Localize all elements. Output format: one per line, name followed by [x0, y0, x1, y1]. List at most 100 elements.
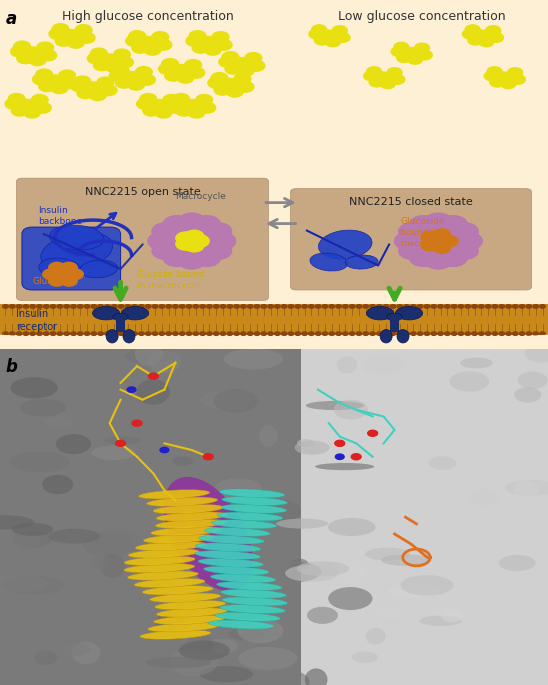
Circle shape [67, 269, 83, 279]
Circle shape [29, 55, 46, 66]
Circle shape [499, 305, 505, 308]
Circle shape [203, 453, 213, 460]
Circle shape [397, 53, 412, 62]
Circle shape [335, 33, 350, 42]
Circle shape [52, 24, 69, 34]
Text: Glucoside: Glucoside [33, 277, 77, 286]
Circle shape [166, 102, 182, 113]
Circle shape [322, 305, 328, 308]
Circle shape [427, 245, 449, 258]
Bar [0, 304, 548, 336]
Circle shape [254, 305, 260, 308]
Circle shape [370, 332, 375, 336]
Circle shape [356, 305, 362, 308]
Ellipse shape [290, 558, 309, 571]
Ellipse shape [12, 523, 53, 536]
Ellipse shape [229, 629, 265, 640]
Circle shape [506, 305, 511, 308]
Circle shape [186, 332, 192, 336]
Circle shape [180, 243, 204, 258]
Circle shape [125, 305, 130, 308]
Circle shape [8, 94, 25, 104]
Ellipse shape [34, 650, 58, 665]
Circle shape [424, 305, 430, 308]
Circle shape [43, 332, 49, 336]
Circle shape [282, 305, 287, 308]
Circle shape [204, 45, 221, 55]
Ellipse shape [345, 255, 378, 269]
Ellipse shape [221, 504, 287, 513]
Ellipse shape [146, 657, 212, 668]
Circle shape [380, 79, 395, 88]
Ellipse shape [169, 649, 218, 676]
Text: NNC2215 closed state: NNC2215 closed state [349, 197, 473, 208]
Ellipse shape [142, 586, 213, 595]
Circle shape [207, 332, 212, 336]
Circle shape [288, 332, 294, 336]
Circle shape [496, 72, 512, 82]
Circle shape [140, 36, 156, 47]
Circle shape [166, 332, 172, 336]
Ellipse shape [41, 232, 113, 271]
Ellipse shape [153, 615, 225, 625]
Ellipse shape [381, 554, 431, 566]
Circle shape [241, 332, 246, 336]
Ellipse shape [155, 601, 226, 610]
Circle shape [116, 77, 132, 88]
Circle shape [309, 29, 324, 39]
Circle shape [425, 251, 452, 269]
Ellipse shape [176, 488, 218, 494]
Ellipse shape [219, 489, 285, 498]
Circle shape [444, 305, 450, 308]
Ellipse shape [377, 556, 426, 564]
Ellipse shape [259, 425, 278, 447]
Circle shape [25, 47, 41, 58]
Circle shape [214, 332, 219, 336]
Circle shape [165, 71, 181, 81]
Circle shape [458, 332, 464, 336]
Circle shape [74, 76, 91, 87]
Circle shape [200, 332, 206, 336]
Circle shape [363, 305, 368, 308]
Ellipse shape [212, 520, 277, 529]
Circle shape [484, 71, 499, 81]
Text: Insulin
backbone: Insulin backbone [38, 206, 83, 226]
Circle shape [302, 305, 307, 308]
Circle shape [146, 305, 151, 308]
Circle shape [227, 332, 232, 336]
Circle shape [309, 305, 314, 308]
Ellipse shape [156, 512, 227, 521]
Circle shape [526, 305, 532, 308]
Circle shape [17, 53, 33, 64]
Ellipse shape [266, 670, 310, 685]
Circle shape [101, 54, 118, 65]
Circle shape [166, 305, 172, 308]
Circle shape [335, 454, 344, 460]
Ellipse shape [224, 349, 283, 370]
Ellipse shape [264, 499, 301, 522]
Ellipse shape [305, 669, 328, 685]
Circle shape [180, 305, 185, 308]
Circle shape [162, 59, 179, 69]
Circle shape [418, 332, 423, 336]
Ellipse shape [307, 607, 338, 624]
Circle shape [254, 332, 260, 336]
Ellipse shape [14, 531, 52, 548]
Ellipse shape [366, 628, 386, 645]
Ellipse shape [150, 593, 221, 602]
Ellipse shape [306, 401, 364, 410]
Circle shape [533, 332, 539, 336]
Ellipse shape [218, 512, 283, 521]
Circle shape [98, 332, 104, 336]
Ellipse shape [92, 556, 109, 571]
Circle shape [520, 332, 525, 336]
Text: Glucoside
bound in
macrocycle: Glucoside bound in macrocycle [400, 216, 452, 248]
Circle shape [472, 305, 477, 308]
Ellipse shape [144, 534, 214, 543]
Ellipse shape [139, 490, 210, 499]
Ellipse shape [328, 518, 375, 536]
Circle shape [111, 332, 117, 336]
Circle shape [190, 235, 209, 247]
Circle shape [315, 36, 329, 45]
Circle shape [16, 332, 22, 336]
